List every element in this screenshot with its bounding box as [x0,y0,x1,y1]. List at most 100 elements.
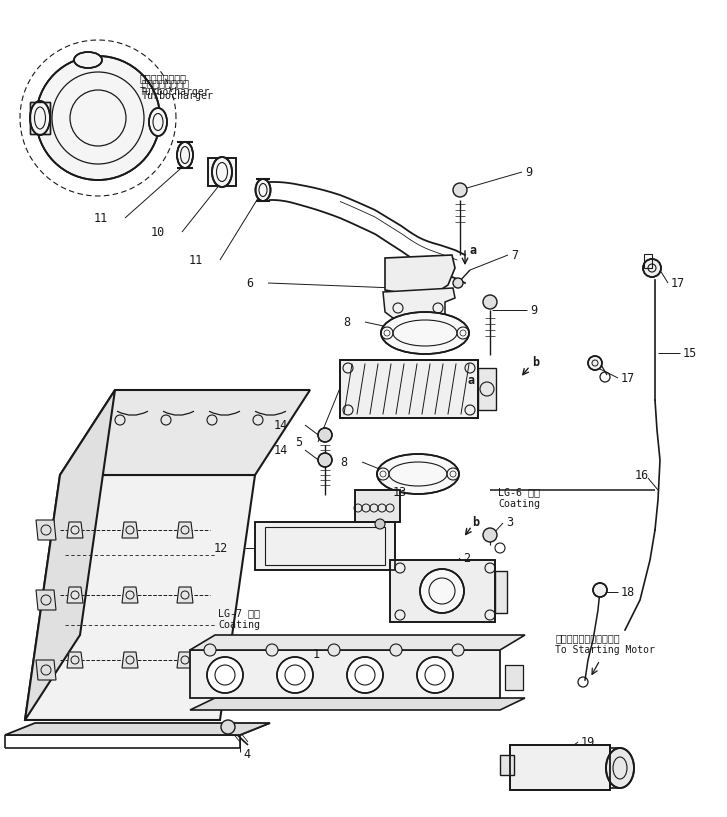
Circle shape [36,56,160,180]
Text: a: a [467,373,474,386]
Circle shape [347,657,383,693]
Bar [478,368,496,410]
Ellipse shape [30,101,50,135]
Polygon shape [67,587,83,603]
Circle shape [328,644,340,656]
Circle shape [483,295,497,309]
Bar [208,158,236,186]
Text: 3: 3 [506,516,513,529]
Bar [505,665,523,690]
Bar [390,560,495,622]
Circle shape [453,183,467,197]
Ellipse shape [255,179,270,201]
Circle shape [318,428,332,442]
Bar [495,571,507,613]
Circle shape [593,583,607,597]
Text: スターティングモータヘ: スターティングモータヘ [555,633,619,643]
Bar [510,745,610,790]
Text: b: b [472,516,479,529]
Text: 14: 14 [274,444,288,457]
Ellipse shape [149,108,167,136]
Bar [30,102,50,134]
Bar [644,254,652,268]
Text: To Starting Motor: To Starting Motor [555,645,655,655]
Text: 14: 14 [274,418,288,431]
Text: 17: 17 [621,372,635,385]
Circle shape [375,519,385,529]
Polygon shape [190,650,500,698]
Text: 13: 13 [393,485,407,498]
Text: LG-7 途布: LG-7 途布 [218,608,260,618]
Text: LG-6 途布: LG-6 途布 [498,487,540,497]
Text: 2: 2 [463,551,470,565]
Polygon shape [60,390,310,475]
Polygon shape [5,723,270,735]
Bar [510,745,610,790]
Text: 18: 18 [621,586,635,599]
Text: ターボチャージャ: ターボチャージャ [142,78,190,88]
Circle shape [452,644,464,656]
Polygon shape [122,587,138,603]
Circle shape [453,278,463,288]
Circle shape [420,569,464,613]
Circle shape [483,528,497,542]
Text: 10: 10 [150,225,165,239]
Text: Turbocharger: Turbocharger [140,87,211,97]
Ellipse shape [377,454,459,494]
Polygon shape [36,520,56,540]
Text: b: b [532,355,539,368]
Ellipse shape [177,142,193,168]
Circle shape [318,453,332,467]
Polygon shape [36,660,56,680]
Circle shape [390,644,402,656]
Text: a: a [470,243,477,257]
Text: 5: 5 [295,435,302,449]
Ellipse shape [606,748,634,788]
Text: 9: 9 [530,303,537,316]
Polygon shape [383,288,455,318]
Polygon shape [67,522,83,538]
Text: 4: 4 [243,748,250,761]
Text: 1: 1 [313,649,320,662]
Text: 11: 11 [94,212,108,225]
Circle shape [588,356,602,370]
Bar [208,158,236,186]
Text: 16: 16 [635,468,649,481]
Circle shape [207,657,243,693]
Circle shape [204,644,216,656]
Bar [355,490,400,522]
Circle shape [266,644,278,656]
Text: 9: 9 [525,166,532,178]
Circle shape [643,259,661,277]
Ellipse shape [212,157,232,187]
Text: 12: 12 [214,542,228,555]
Polygon shape [122,522,138,538]
Polygon shape [190,635,525,650]
Bar [390,560,495,622]
Circle shape [221,720,235,734]
Circle shape [417,657,453,693]
Text: Coating: Coating [498,499,540,509]
Ellipse shape [381,312,469,354]
Text: ターボチャージャ: ターボチャージャ [140,73,187,83]
Ellipse shape [74,52,102,68]
Polygon shape [67,652,83,668]
Text: 19: 19 [581,735,595,748]
Text: 6: 6 [246,276,253,289]
Text: Coating: Coating [218,620,260,630]
Bar [255,522,395,570]
Bar [265,527,385,565]
Bar [255,522,395,570]
Text: 17: 17 [671,276,686,289]
Polygon shape [177,652,193,668]
Bar [355,490,400,522]
Polygon shape [25,390,115,720]
Polygon shape [122,652,138,668]
Polygon shape [36,590,56,610]
Text: Turbocharger: Turbocharger [142,91,214,101]
Polygon shape [385,255,455,298]
Bar [340,360,478,418]
Text: 7: 7 [511,248,518,261]
Bar [500,755,514,775]
Polygon shape [177,587,193,603]
